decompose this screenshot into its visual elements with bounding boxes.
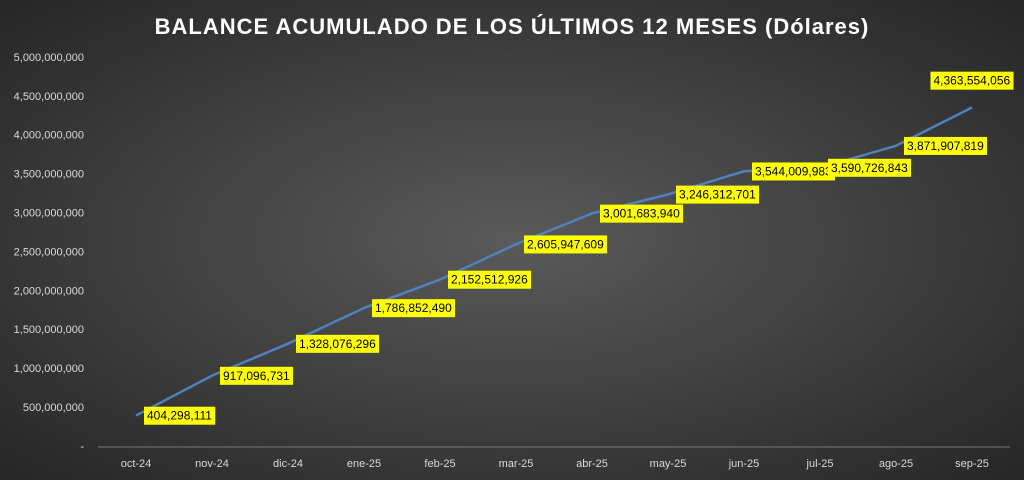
data-label-text: 1,328,076,296: [299, 337, 376, 351]
x-tick-label: dic-24: [273, 458, 303, 470]
x-tick-label: may-25: [650, 458, 687, 470]
y-tick-label: 2,500,000,000: [14, 246, 84, 258]
x-tick-label: ene-25: [347, 458, 381, 470]
y-tick-label: 3,500,000,000: [14, 169, 84, 181]
x-tick-label: feb-25: [424, 458, 455, 470]
data-label: 917,096,731: [220, 366, 294, 385]
data-label: 3,544,009,983: [752, 162, 836, 181]
data-label: 1,328,076,296: [296, 334, 380, 353]
data-label-box: [904, 136, 988, 155]
y-tick-label: 4,500,000,000: [14, 91, 84, 103]
data-label-box: [220, 366, 294, 385]
data-label: 2,605,947,609: [524, 235, 608, 254]
x-tick-label: abr-25: [576, 458, 608, 470]
data-label: 3,590,726,843: [828, 158, 912, 177]
x-tick-label: ago-25: [879, 458, 913, 470]
x-tick-label: jul-25: [806, 458, 834, 470]
chart-title: BALANCE ACUMULADO DE LOS ÚLTIMOS 12 MESE…: [155, 14, 870, 39]
data-label-text: 3,590,726,843: [831, 161, 908, 175]
data-label-text: 3,871,907,819: [907, 139, 984, 153]
data-label-box: [828, 158, 912, 177]
data-label-box: [144, 406, 216, 425]
data-label-box: [752, 162, 836, 181]
x-tick-label: mar-25: [499, 458, 534, 470]
data-label-text: 2,152,512,926: [451, 273, 528, 287]
y-tick-label: 1,000,000,000: [14, 363, 84, 375]
data-label-box: [930, 71, 1014, 90]
data-label-text: 4,363,554,056: [933, 74, 1010, 88]
data-label-box: [372, 299, 456, 318]
data-label-text: 3,246,312,701: [679, 188, 756, 202]
data-label: 404,298,111: [144, 406, 216, 425]
x-tick-label: oct-24: [121, 458, 152, 470]
x-tick-label: sep-25: [955, 458, 989, 470]
data-label: 3,001,683,940: [600, 204, 684, 223]
data-label-box: [600, 204, 684, 223]
data-label-box: [524, 235, 608, 254]
data-label-text: 3,544,009,983: [755, 164, 832, 178]
data-label: 2,152,512,926: [448, 270, 532, 289]
data-label-box: [676, 185, 760, 204]
y-tick-label: -: [80, 441, 84, 453]
y-tick-label: 500,000,000: [23, 402, 84, 414]
data-label-text: 3,001,683,940: [603, 207, 680, 221]
data-label: 3,871,907,819: [904, 136, 988, 155]
data-label: 4,363,554,056: [930, 71, 1014, 90]
data-label-text: 917,096,731: [223, 369, 290, 383]
y-tick-label: 2,000,000,000: [14, 285, 84, 297]
y-tick-label: 3,000,000,000: [14, 208, 84, 220]
data-label-text: 2,605,947,609: [527, 237, 604, 251]
data-label-box: [296, 334, 380, 353]
data-label-text: 404,298,111: [147, 409, 212, 423]
data-label-box: [448, 270, 532, 289]
y-tick-label: 4,000,000,000: [14, 130, 84, 142]
data-label-text: 1,786,852,490: [375, 301, 452, 315]
data-label: 1,786,852,490: [372, 299, 456, 318]
data-label: 3,246,312,701: [676, 185, 760, 204]
y-tick-label: 5,000,000,000: [14, 52, 84, 64]
y-tick-label: 1,500,000,000: [14, 324, 84, 336]
x-tick-label: nov-24: [195, 458, 229, 470]
x-tick-label: jun-25: [728, 458, 760, 470]
